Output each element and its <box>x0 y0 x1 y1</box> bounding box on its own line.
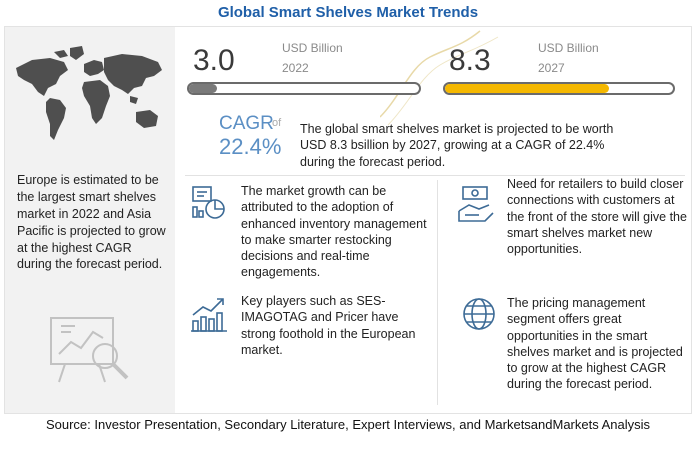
kpi-2022-value: 3.0 <box>193 44 235 77</box>
kpi-2027-bar <box>443 82 675 95</box>
column-divider <box>437 180 438 405</box>
trend-curve-decoration <box>380 30 499 126</box>
section-divider <box>185 175 685 176</box>
kpi-2022-unit: USD Billion <box>282 41 343 55</box>
cagr-of-label: of <box>272 117 282 129</box>
kpi-2027-year: 2027 <box>538 61 565 75</box>
insight-2-text: Key players such as SES-IMAGOTAG and Pri… <box>241 294 416 357</box>
insight-1-text: The market growth can be attributed to t… <box>241 184 427 280</box>
cagr-label: CAGR <box>219 113 274 134</box>
kpi-2027-unit: USD Billion <box>538 41 599 55</box>
insight-4-text: The pricing management segment offers gr… <box>507 296 683 392</box>
cagr-value: 22.4% <box>219 134 282 159</box>
region-summary-text: Europe is estimated to be the largest sm… <box>17 173 166 272</box>
page-title: Global Smart Shelves Market Trends <box>217 4 479 21</box>
bar-chart-growth-icon <box>191 298 227 332</box>
insight-3-text: Need for retailers to build closer conne… <box>507 177 687 256</box>
growth-analytics-icon <box>192 186 225 219</box>
kpi-2022-year: 2022 <box>282 61 309 75</box>
customer-connection-icon <box>458 186 494 222</box>
kpi-2022-bar <box>187 82 421 95</box>
kpi-2027-value: 8.3 <box>449 44 491 77</box>
kpi-2027-bar-fill <box>445 84 610 93</box>
source-note: Source: Investor Presentation, Secondary… <box>45 417 651 432</box>
world-map-icon <box>16 46 162 140</box>
kpi-2022-bar-fill <box>189 84 217 93</box>
cagr-description: The global smart shelves market is proje… <box>300 122 614 169</box>
globe-pricing-icon <box>463 298 495 330</box>
analytics-board-icon <box>50 317 129 383</box>
